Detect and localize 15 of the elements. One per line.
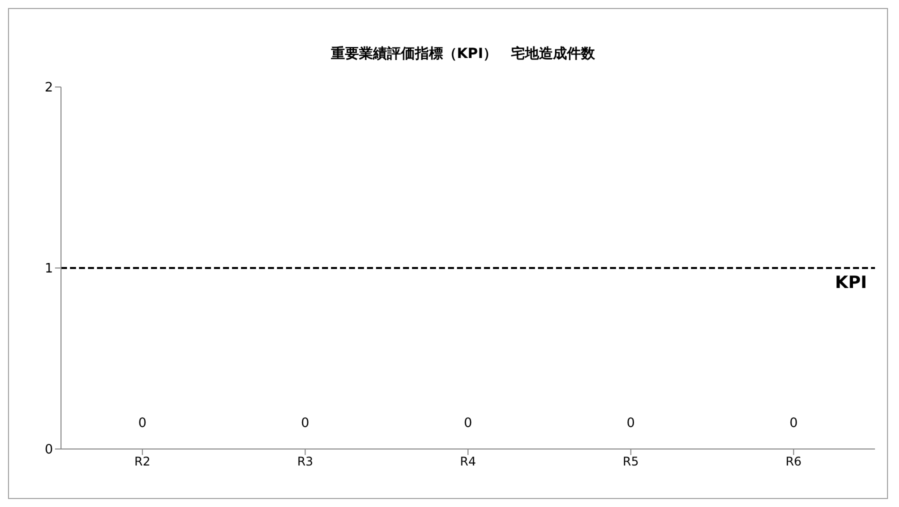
data-label: 0 (301, 416, 310, 431)
data-label: 0 (789, 416, 798, 431)
x-tick-label: R4 (460, 454, 476, 469)
y-tick-label: 1 (44, 262, 53, 277)
x-tick-label: R3 (297, 454, 314, 469)
data-label: 0 (138, 416, 147, 431)
y-tick-label: 0 (44, 442, 53, 458)
chart-title: 重要業績評価指標（KPI） 宅地造成件数 (330, 45, 596, 63)
y-tick-label: 2 (44, 80, 53, 96)
x-tick-label: R6 (786, 454, 802, 469)
x-tick-label: R5 (622, 454, 639, 469)
data-label: 0 (626, 416, 635, 431)
data-label: 0 (464, 416, 472, 431)
ref-line-label: KPI (835, 273, 867, 294)
x-tick-label: R2 (134, 454, 150, 469)
